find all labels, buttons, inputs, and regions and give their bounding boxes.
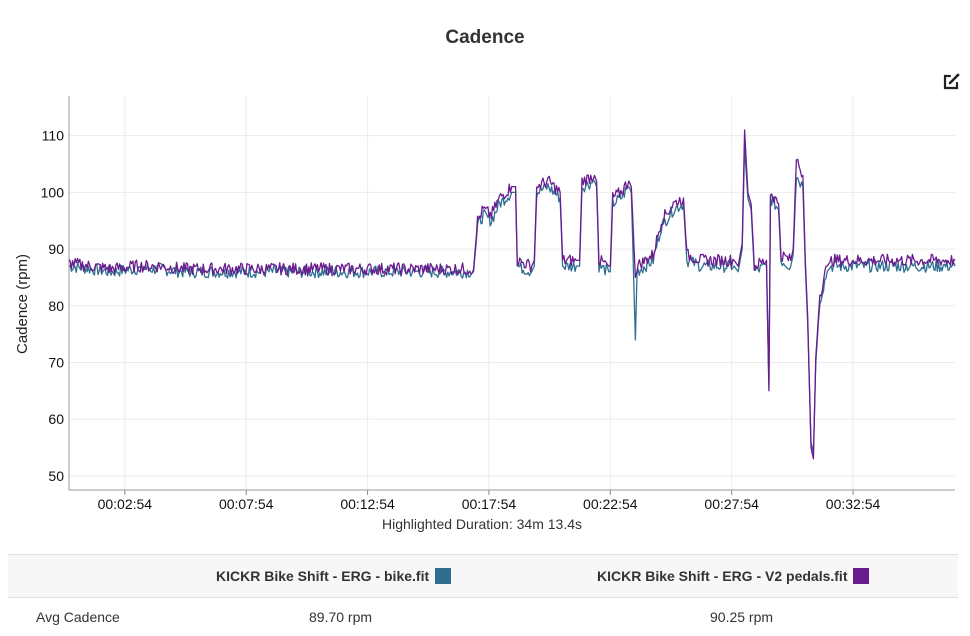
series-header-pedals-label: KICKR Bike Shift - ERG - V2 pedals.fit (597, 568, 848, 584)
stats-table-header: KICKR Bike Shift - ERG - bike.fit KICKR … (8, 554, 958, 598)
x-tick-label: 00:02:54 (98, 496, 153, 512)
series-line-0 (68, 146, 956, 454)
y-tick-label: 50 (48, 468, 64, 484)
x-tick-labels: 00:02:54 00:07:54 00:12:54 00:17:54 00:22:54… (98, 496, 881, 512)
series-line-1 (68, 129, 956, 460)
row-label: Avg Cadence (36, 609, 120, 625)
axes (68, 96, 955, 495)
x-tick-label: 00:32:54 (826, 496, 881, 512)
table-row: Avg Cadence 89.70 rpm 90.25 rpm (8, 598, 958, 636)
x-tick-label: 00:22:54 (583, 496, 638, 512)
y-axis-title: Cadence (rpm) (14, 254, 31, 354)
series-swatch-pedals (853, 568, 870, 584)
x-tick-label: 00:17:54 (462, 496, 517, 512)
stats-table: KICKR Bike Shift - ERG - bike.fit KICKR … (8, 554, 958, 636)
y-tick-label: 100 (41, 184, 65, 200)
series-swatch-bike (435, 568, 452, 584)
series-header-bike-label: KICKR Bike Shift - ERG - bike.fit (216, 568, 430, 584)
y-tick-label: 80 (48, 298, 64, 314)
x-tick-label: 00:12:54 (340, 496, 395, 512)
avg-cadence-bike: 89.70 rpm (309, 609, 373, 625)
avg-cadence-pedals: 90.25 rpm (710, 609, 774, 625)
chart-title: Cadence (445, 27, 525, 48)
x-tick-label: 00:27:54 (704, 496, 759, 512)
cadence-chart: 50 60 70 80 90 100 110 00:02:54 00:07:54 00:12:5… (14, 96, 956, 532)
highlighted-duration: Highlighted Duration: 34m 13.4s (382, 516, 582, 532)
edit-icon[interactable] (941, 72, 961, 92)
series-lines (68, 129, 956, 460)
series-header-pedals: KICKR Bike Shift - ERG - V2 pedals.fit (597, 555, 870, 597)
y-tick-label: 110 (42, 128, 65, 144)
series-header-bike: KICKR Bike Shift - ERG - bike.fit (216, 555, 452, 597)
y-tick-label: 60 (48, 411, 64, 427)
y-tick-label: 90 (48, 241, 64, 257)
y-tick-labels: 50 60 70 80 90 100 110 (41, 128, 65, 484)
x-tick-label: 00:07:54 (219, 496, 274, 512)
y-tick-label: 70 (48, 354, 64, 370)
grid-lines (69, 96, 955, 490)
